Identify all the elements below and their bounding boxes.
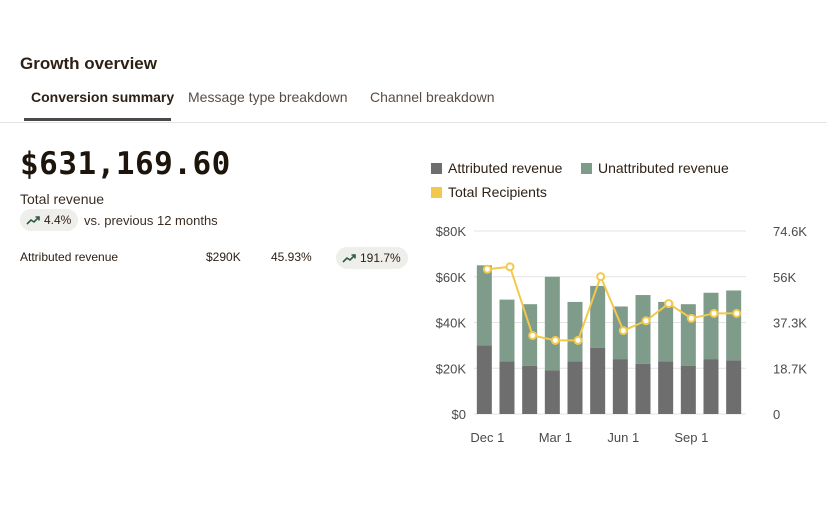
- recipients-point: [573, 335, 583, 345]
- legend-swatch-recipients: [431, 186, 442, 198]
- bar-unattributed: [499, 299, 515, 362]
- breakdown-change-percent: 191.7%: [360, 251, 401, 265]
- legend-swatch-attributed: [431, 162, 442, 174]
- comparison-text: vs. previous 12 months: [84, 213, 218, 228]
- section-title: Growth overview: [20, 54, 157, 73]
- active-tab-indicator: [24, 118, 171, 121]
- change-badge: 4.4%: [20, 209, 79, 231]
- tab-bar: Conversion summary Message type breakdow…: [0, 86, 827, 123]
- legend-item-unattributed[interactable]: Unattributed revenue: [581, 160, 729, 176]
- total-revenue-label: Total revenue: [20, 191, 105, 207]
- bar-unattributed: [726, 290, 742, 361]
- recipients-point: [596, 272, 606, 282]
- bar-unattributed: [567, 301, 583, 362]
- breakdown-change-badge: 191.7%: [336, 247, 408, 269]
- recipients-point: [550, 335, 560, 345]
- y-left-tick-label: $0: [452, 407, 466, 422]
- recipients-point: [709, 308, 719, 318]
- bar-unattributed: [476, 265, 492, 346]
- tab-conversion-summary[interactable]: Conversion summary: [31, 89, 175, 105]
- bar-attributed: [544, 370, 560, 414]
- bar-attributed: [567, 361, 583, 414]
- x-tick-label: Sep 1: [674, 430, 708, 445]
- bar-unattributed: [703, 292, 719, 360]
- breakdown-share: 45.93%: [271, 250, 312, 264]
- y-right-tick-label: 18.7K: [773, 361, 807, 376]
- legend-swatch-unattributed: [581, 162, 592, 174]
- tab-channel-breakdown[interactable]: Channel breakdown: [370, 89, 495, 105]
- total-revenue-value: $631,169.60: [20, 146, 231, 182]
- y-right-tick-label: 0: [773, 407, 780, 422]
- y-right-tick-label: 37.3K: [773, 316, 807, 331]
- bar-attributed: [703, 359, 719, 414]
- y-right-tick-label: 56K: [773, 270, 796, 285]
- recipients-point: [732, 308, 742, 318]
- bar-unattributed: [658, 301, 674, 362]
- legend-label-recipients: Total Recipients: [448, 184, 547, 200]
- x-tick-label: Dec 1: [470, 430, 504, 445]
- trend-up-icon: [342, 254, 356, 263]
- y-left-tick-label: $60K: [436, 270, 467, 285]
- bar-attributed: [476, 345, 492, 414]
- x-tick-label: Mar 1: [539, 430, 572, 445]
- y-left-tick-label: $80K: [436, 224, 467, 239]
- recipients-point: [505, 262, 515, 272]
- tab-message-type-breakdown[interactable]: Message type breakdown: [188, 89, 348, 105]
- bar-attributed: [499, 361, 515, 414]
- legend-label-unattributed: Unattributed revenue: [598, 160, 729, 176]
- breakdown-value: $290K: [206, 250, 241, 264]
- recipients-point: [641, 316, 651, 326]
- recipients-point: [528, 331, 538, 341]
- recipients-point: [686, 313, 696, 323]
- bar-attributed: [612, 359, 628, 414]
- breakdown-label: Attributed revenue: [20, 250, 119, 264]
- y-left-tick-label: $20K: [436, 361, 467, 376]
- bar-attributed: [635, 363, 651, 414]
- bar-attributed: [680, 365, 696, 414]
- recipients-point: [618, 326, 628, 336]
- y-left-tick-label: $40K: [436, 316, 467, 331]
- legend-label-attributed: Attributed revenue: [448, 160, 563, 176]
- trend-up-icon: [26, 216, 40, 225]
- bar-attributed: [590, 347, 606, 414]
- bar-attributed: [522, 365, 538, 414]
- legend-item-attributed[interactable]: Attributed revenue: [431, 160, 562, 176]
- recipients-point: [482, 264, 492, 274]
- bar-unattributed: [590, 285, 606, 348]
- change-percent: 4.4%: [44, 213, 72, 227]
- x-tick-label: Jun 1: [607, 430, 639, 445]
- bar-attributed: [726, 360, 742, 414]
- legend-item-recipients[interactable]: Total Recipients: [431, 184, 547, 200]
- recipients-point: [664, 299, 674, 309]
- bar-attributed: [658, 361, 674, 414]
- bar-unattributed: [635, 295, 651, 364]
- y-right-tick-label: 74.6K: [773, 224, 807, 239]
- bar-unattributed: [544, 276, 560, 371]
